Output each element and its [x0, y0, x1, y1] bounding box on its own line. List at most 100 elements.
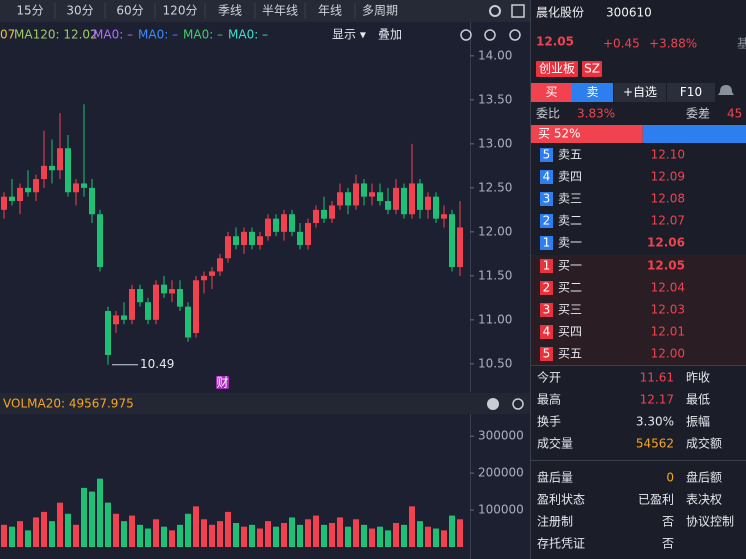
candle-body — [73, 183, 79, 193]
level-index: 4 — [543, 325, 551, 339]
candle-body — [457, 227, 463, 268]
button[interactable]: F10 — [680, 85, 702, 99]
volume-bar — [41, 511, 47, 547]
level-index-bg — [540, 259, 553, 273]
price-change-pct: +3.88% — [649, 37, 697, 51]
candle-body — [33, 179, 39, 193]
volume-bar — [169, 530, 175, 547]
candle-body — [193, 280, 199, 334]
stat-value: 否 — [662, 537, 674, 551]
level-index: 4 — [543, 170, 551, 184]
volume-bar — [225, 511, 231, 547]
volume-bar — [1, 524, 7, 547]
level-label: 买二 — [558, 281, 582, 295]
candle-body — [417, 183, 423, 210]
close-icon[interactable] — [487, 398, 499, 410]
volume-bar — [281, 522, 287, 547]
candle-body — [9, 196, 15, 202]
level-price: 12.06 — [647, 236, 685, 250]
volume-bar — [401, 524, 407, 547]
level-label: 买一 — [558, 259, 582, 273]
candle-body — [385, 201, 391, 210]
volume-bar — [113, 513, 119, 547]
period-tab[interactable]: 15分 — [16, 4, 43, 18]
candle-body — [217, 258, 223, 272]
volume-bar — [97, 478, 103, 547]
tag-bg — [582, 61, 602, 77]
period-tab[interactable]: 多周期 — [362, 4, 398, 18]
candle-body — [409, 183, 415, 215]
stat-label: 今开 — [537, 370, 561, 385]
button[interactable]: 卖 — [586, 85, 598, 99]
volume-bar — [217, 521, 223, 547]
volume-bar — [89, 491, 95, 547]
volume-bar — [393, 522, 399, 547]
stat-label: 最高 — [537, 392, 561, 407]
event-badge-bg[interactable] — [216, 376, 229, 389]
volume-bar — [305, 519, 311, 547]
button-bg[interactable] — [572, 83, 613, 102]
settings-icon[interactable] — [489, 5, 501, 17]
ma-legend: MA0: – — [93, 28, 133, 42]
button-bg[interactable] — [614, 83, 666, 102]
level-label: 卖四 — [558, 170, 582, 184]
volume-bar — [49, 521, 55, 547]
volume-header-bg — [0, 393, 530, 414]
candle-body — [329, 205, 335, 219]
button[interactable]: +自选 — [623, 85, 657, 99]
volume-bar — [353, 519, 359, 547]
tag-bg — [536, 61, 578, 77]
level-label: 卖五 — [558, 148, 582, 162]
ma-legend: MA0: – — [183, 28, 223, 42]
tag: 创业板 — [539, 62, 575, 76]
zoom-out-icon[interactable] — [460, 29, 472, 41]
indicator-settings-icon[interactable] — [509, 29, 521, 41]
button-bg[interactable] — [531, 83, 572, 102]
stat-label: 昨收 — [686, 371, 710, 385]
level-price: 12.10 — [651, 148, 685, 162]
overlay-button[interactable]: 叠加 — [378, 28, 402, 42]
candle-body — [49, 165, 55, 171]
period-tab[interactable]: 120分 — [163, 4, 198, 18]
level-index-bg — [540, 236, 553, 250]
button-bg[interactable] — [667, 83, 715, 102]
volume-bar — [249, 524, 255, 547]
volume-bar — [201, 519, 207, 547]
ma-legend: 07 — [0, 28, 15, 42]
period-tab[interactable]: 季线 — [218, 4, 242, 18]
period-tab[interactable]: 60分 — [116, 4, 143, 18]
layout-icon[interactable] — [511, 4, 525, 18]
period-tab[interactable]: 半年线 — [262, 4, 298, 18]
zoom-in-icon[interactable] — [484, 29, 496, 41]
volume-settings-icon[interactable] — [512, 398, 524, 410]
volume-label: VOLMA20: 49567.975 — [3, 397, 134, 411]
candle-body — [305, 223, 311, 246]
candle-body — [369, 192, 375, 197]
volume-bar — [377, 526, 383, 547]
candle-body — [225, 236, 231, 259]
level-index-bg — [540, 303, 553, 317]
price-tick-label: 12.50 — [478, 180, 512, 194]
alert-icon[interactable] — [718, 85, 734, 95]
price-tick-label: 12.00 — [478, 224, 512, 238]
period-tab[interactable]: 30分 — [66, 4, 93, 18]
last-price: 12.05 — [536, 35, 574, 49]
level-label: 卖二 — [558, 214, 582, 228]
candle-body — [81, 183, 87, 188]
stat-label: 成交量 — [537, 436, 573, 451]
price-change: +0.45 — [603, 37, 640, 51]
candle-body — [281, 214, 287, 232]
volume-bar — [297, 524, 303, 547]
volume-bar — [265, 521, 271, 547]
level-index-bg — [540, 170, 553, 184]
period-tab[interactable]: 年线 — [318, 4, 342, 18]
volume-bar — [145, 528, 151, 547]
button[interactable]: 买 — [545, 85, 557, 99]
level-label: 卖一 — [558, 236, 582, 250]
display-menu[interactable]: 显示 ▾ — [332, 28, 366, 42]
volume-bar — [457, 519, 463, 547]
volume-bar — [449, 515, 455, 547]
candle-body — [185, 306, 191, 338]
